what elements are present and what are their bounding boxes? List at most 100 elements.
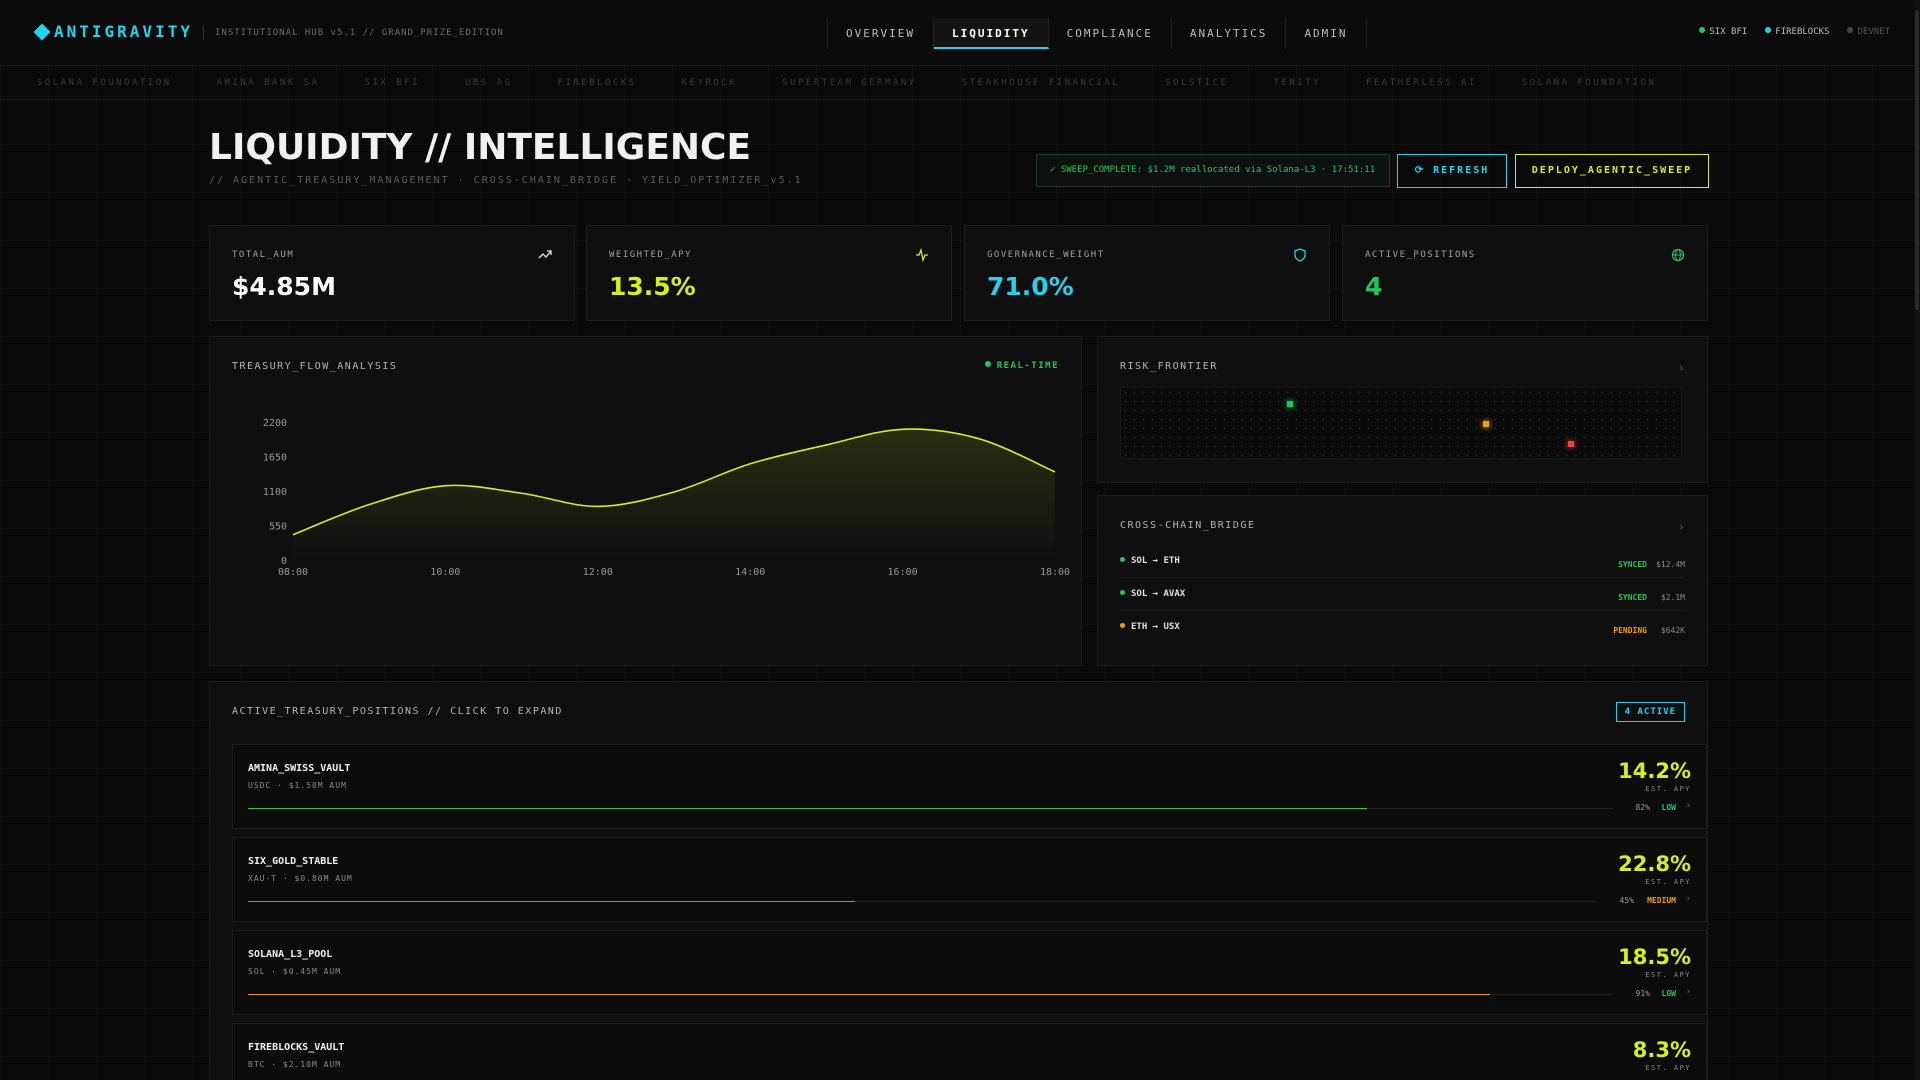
panel-title: TREASURY_FLOW_ANALYSIS (232, 361, 398, 372)
status-dot-icon (1765, 27, 1772, 33)
allocation-bar (248, 901, 1597, 902)
bridge-status: SYNCED (1618, 560, 1647, 569)
risk-frontier-panel: RISK_FRONTIER › (1097, 336, 1708, 483)
nav-liquidity[interactable]: LIQUIDITY (933, 18, 1049, 49)
x-tick-label: 16:00 (888, 567, 918, 578)
kpi-label: WEIGHTED_APY (609, 250, 693, 260)
status-label: DEVNET (1857, 27, 1890, 37)
panel-title: CROSS-CHAIN_BRIDGE (1120, 520, 1256, 531)
status-dot-icon (1120, 623, 1125, 628)
status-dot-icon (1120, 557, 1125, 562)
chevron-right-icon: › (1685, 987, 1691, 997)
x-tick-label: 14:00 (735, 567, 765, 578)
x-tick-label: 18:00 (1040, 567, 1070, 578)
position-apy: 14.2% (1618, 759, 1691, 783)
kpi-card-active-positions: ACTIVE_POSITIONS 4 (1342, 225, 1708, 321)
route-label: ETH → USX (1131, 622, 1180, 632)
kpi-label: ACTIVE_POSITIONS (1365, 250, 1476, 260)
position-apy: 18.5% (1618, 945, 1691, 969)
risk-level: MEDIUM (1647, 896, 1676, 905)
x-tick-label: 12:00 (583, 567, 613, 578)
nav-admin[interactable]: ADMIN (1286, 18, 1367, 49)
flow-area (293, 429, 1055, 561)
chevron-right-icon[interactable]: › (1677, 361, 1685, 375)
brand-logo[interactable]: ANTIGRAVITY (33, 22, 193, 41)
page-subtitle: // AGENTIC_TREASURY_MANAGEMENT · CROSS-C… (209, 175, 803, 186)
scrollbar-thumb[interactable] (1915, 10, 1919, 310)
treasury-flow-panel: TREASURY_FLOW_ANALYSIS REAL-TIME 0 550 110… (209, 336, 1082, 666)
risk-point[interactable] (1567, 441, 1574, 448)
panel-title: ACTIVE_TREASURY_POSITIONS // CLICK TO EX… (232, 706, 563, 717)
position-meta: BTC · $2.10M AUM (248, 1060, 342, 1069)
ticker-item: STEAKHOUSE FINANCIAL (961, 77, 1121, 88)
chevron-right-icon[interactable]: › (1677, 520, 1685, 534)
brand-name: ANTIGRAVITY (54, 22, 193, 41)
shield-icon (1294, 248, 1306, 262)
allocation-percent: 45% (1619, 896, 1634, 905)
treasury-flow-chart: 0 550 1100 1650 2200 08:00 10:00 12:00 14:00 16:0… (263, 418, 1070, 578)
nav-analytics[interactable]: ANALYTICS (1172, 18, 1287, 49)
kpi-value: 13.5% (609, 272, 696, 301)
position-meta: SOL · $0.45M AUM (248, 967, 342, 976)
ticker-item: TENITY (1273, 77, 1322, 88)
position-card[interactable]: FIREBLOCKS_VAULT BTC · $2.10M AUM 8.3% E… (232, 1023, 1707, 1080)
position-apy: 22.8% (1618, 852, 1691, 876)
y-tick-label: 0 (281, 556, 287, 567)
status-label: SIX BFI (1709, 27, 1748, 37)
live-label: REAL-TIME (996, 361, 1059, 371)
position-card[interactable]: AMINA_SWISS_VAULT USDC · $1.50M AUM 14.2… (232, 744, 1707, 829)
sweep-status-banner: ✓ SWEEP_COMPLETE: $1.2M reallocated via … (1036, 154, 1390, 187)
risk-point[interactable] (1286, 400, 1293, 407)
activity-icon (916, 248, 928, 262)
refresh-icon: ⟳ (1414, 165, 1434, 176)
apy-label: EST. APY (1645, 1064, 1691, 1072)
refresh-button[interactable]: ⟳ REFRESH (1397, 154, 1507, 188)
status-devnet: DEVNET (1847, 27, 1890, 37)
position-card[interactable]: SOLANA_L3_POOL SOL · $0.45M AUM 18.5% ES… (232, 930, 1707, 1015)
allocation-fill (248, 901, 856, 902)
kpi-value: 71.0% (987, 272, 1074, 301)
ticker-item: SUPERTEAM GERMANY (782, 77, 917, 88)
bridge-route-row[interactable]: ETH → USX PENDING $642K (1120, 614, 1685, 644)
bridge-route-row[interactable]: SOL → AVAX SYNCED $2.1M (1120, 581, 1685, 611)
bridge-route: SOL → AVAX (1120, 589, 1185, 599)
diamond-icon (33, 23, 51, 40)
ticker-item: KEYROCK (681, 77, 738, 88)
apy-label: EST. APY (1645, 971, 1691, 979)
risk-point[interactable] (1483, 421, 1490, 427)
bridge-amount: $642K (1660, 626, 1685, 635)
ticker-item: AMINA BANK SA (216, 77, 320, 88)
nav-compliance[interactable]: COMPLIANCE (1049, 18, 1172, 49)
page-scrollbar[interactable] (1914, 0, 1920, 1080)
active-count-badge: 4 ACTIVE (1615, 702, 1685, 722)
realtime-indicator: REAL-TIME (984, 361, 1059, 371)
position-name: AMINA_SWISS_VAULT (248, 763, 351, 774)
ticker-item: SIX BFI (364, 77, 421, 88)
app-subtitle: INSTITUTIONAL HUB v5.1 // GRAND_PRIZE_ED… (215, 28, 504, 38)
flow-line (292, 428, 1056, 536)
allocation-bar (248, 808, 1613, 809)
deploy-sweep-button[interactable]: DEPLOY_AGENTIC_SWEEP (1515, 154, 1709, 188)
ticker-item: FEATHERLESS AI (1366, 77, 1477, 88)
x-tick-label: 10:00 (430, 567, 460, 578)
status-six-bfi: SIX BFI (1699, 27, 1747, 37)
status-fireblocks: FIREBLOCKS (1765, 27, 1829, 37)
risk-frontier-plot (1120, 387, 1682, 459)
trending-up-icon (538, 250, 552, 259)
position-card[interactable]: SIX_GOLD_STABLE XAU-T · $0.80M AUM 22.8%… (232, 837, 1707, 922)
kpi-card-total-aum: TOTAL_AUM $4.85M (209, 225, 575, 321)
nav-overview[interactable]: OVERVIEW (828, 18, 934, 49)
allocation-fill (248, 808, 1368, 809)
bridge-status: SYNCED (1618, 593, 1647, 602)
y-tick-label: 1650 (263, 453, 287, 464)
refresh-label: REFRESH (1433, 165, 1490, 176)
position-name: FIREBLOCKS_VAULT (248, 1042, 345, 1053)
bridge-route: ETH → USX (1120, 622, 1180, 632)
allocation-percent: 91% (1635, 989, 1650, 998)
bridge-route-row[interactable]: SOL → ETH SYNCED $12.4M (1120, 548, 1685, 578)
allocation-percent: 82% (1635, 803, 1650, 812)
risk-level: LOW (1661, 803, 1676, 812)
kpi-value: $4.85M (232, 272, 336, 301)
divider (203, 26, 204, 40)
apy-label: EST. APY (1645, 878, 1691, 886)
